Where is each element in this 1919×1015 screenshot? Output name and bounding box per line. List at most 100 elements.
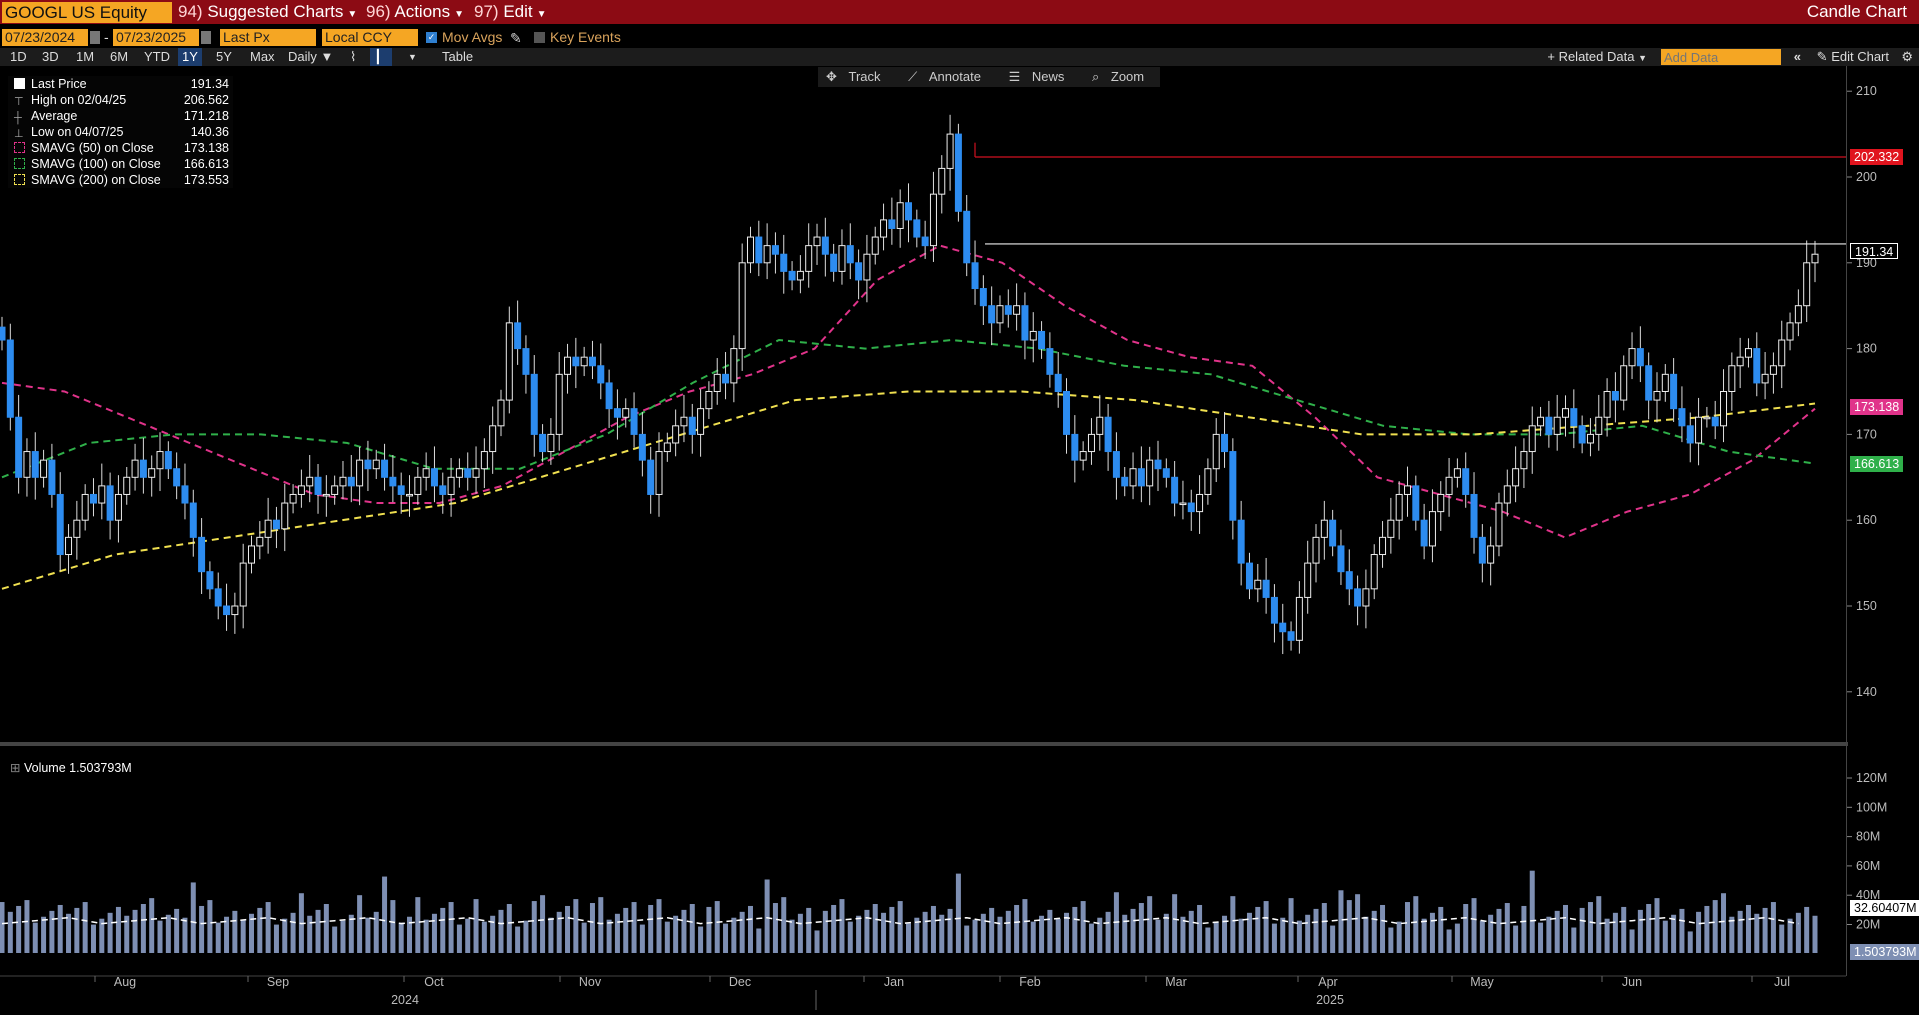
checkbox-unchecked-icon[interactable]: [534, 32, 545, 43]
volume-bar: [1787, 918, 1793, 953]
candle-body: [264, 519, 272, 538]
chart-type-chevron-icon[interactable]: ▼: [408, 52, 417, 62]
zoom-tool[interactable]: ⌕ Zoom: [1091, 69, 1145, 84]
price-field-select[interactable]: Last Px: [220, 29, 316, 46]
volume-bar: [573, 899, 579, 953]
panel-divider[interactable]: [0, 742, 1848, 746]
menu-number: 94): [178, 2, 203, 21]
candle-body: [389, 476, 397, 487]
month-label: Jul: [1774, 975, 1790, 989]
candle-body: [1063, 391, 1071, 435]
news-tool[interactable]: ☰ News: [1008, 69, 1065, 84]
legend-row[interactable]: SMAVG (50) on Close 173.138: [8, 140, 233, 156]
candle-body: [1179, 502, 1187, 506]
annotate-tool[interactable]: ⟋ Annotate: [908, 69, 981, 84]
candle-body: [73, 519, 81, 538]
key-events-toggle[interactable]: Key Events: [550, 29, 621, 45]
candle-body: [414, 476, 422, 495]
start-date-field[interactable]: 07/23/2024: [2, 29, 88, 46]
candle-body: [1453, 468, 1461, 478]
volume-bar: [814, 930, 820, 953]
expand-icon: ⊞: [10, 761, 21, 775]
calendar-icon[interactable]: [201, 31, 211, 44]
timeframe-ytd[interactable]: YTD: [144, 49, 170, 64]
gear-icon[interactable]: ⚙: [1901, 49, 1913, 64]
legend-row[interactable]: Last Price 191.34: [8, 76, 233, 92]
volume-bar: [16, 905, 22, 953]
pencil-icon[interactable]: ✎: [510, 30, 522, 46]
volume-bar: [822, 910, 828, 953]
ticker-field[interactable]: GOOGL US Equity: [2, 2, 172, 23]
legend-label: Average: [31, 109, 78, 123]
legend-row[interactable]: SMAVG (200) on Close 173.553: [8, 172, 233, 188]
volume-bar: [540, 895, 546, 953]
volume-bar: [922, 911, 928, 953]
candle-chart-icon[interactable]: ┃: [370, 48, 392, 66]
suggested-charts-menu[interactable]: 94) Suggested Charts ▼: [174, 0, 361, 24]
candle-body: [1112, 451, 1120, 478]
candle-body: [605, 382, 613, 410]
calendar-icon[interactable]: [90, 31, 100, 44]
volume-bar: [1745, 904, 1751, 953]
timeframe-3d[interactable]: 3D: [42, 49, 59, 64]
candle-body: [821, 236, 829, 255]
volume-bar: [1288, 898, 1294, 953]
timeframe-1d[interactable]: 1D: [10, 49, 27, 64]
volume-bar: [1313, 908, 1319, 953]
candle-body: [1245, 562, 1253, 590]
edit-chart-label: Edit Chart: [1831, 49, 1889, 64]
volume-bar: [240, 919, 246, 953]
volume-tick-label: 20M: [1856, 918, 1880, 932]
timeframe-1y[interactable]: 1Y: [178, 48, 202, 66]
volume-bar: [639, 924, 645, 953]
volume-bar: [1521, 905, 1527, 953]
volume-bar: [1687, 931, 1693, 953]
table-button[interactable]: Table: [442, 49, 474, 64]
related-data-menu[interactable]: + Related Data ▼: [1547, 49, 1647, 64]
legend-row[interactable]: ⊥ Low on 04/07/25 140.36: [8, 124, 233, 140]
timeframe-1m[interactable]: 1M: [76, 49, 95, 64]
edit-menu[interactable]: 97) Edit ▼: [470, 0, 551, 24]
candle-body: [979, 288, 987, 307]
period-select[interactable]: Daily ▼: [284, 48, 337, 66]
timeframe-5y[interactable]: 5Y: [216, 49, 232, 64]
candle-body: [40, 459, 48, 478]
legend-row[interactable]: ⊤ High on 02/04/25 206.562: [8, 92, 233, 108]
volume-bar: [1180, 916, 1186, 953]
timeframe-6m[interactable]: 6M: [110, 49, 129, 64]
volume-bar: [714, 901, 720, 953]
volume-bar: [41, 916, 47, 953]
candle-body: [306, 476, 314, 487]
track-tool[interactable]: ✥ Track: [826, 69, 881, 84]
checkbox-checked-icon[interactable]: ✓: [426, 32, 437, 43]
volume-bar: [1721, 893, 1727, 953]
currency-select[interactable]: Local CCY: [322, 29, 418, 46]
volume-bar: [1271, 923, 1277, 953]
period-label: Daily: [288, 49, 317, 64]
legend-row[interactable]: ┼ Average 171.218: [8, 108, 233, 124]
volume-bar: [1488, 914, 1494, 953]
end-date-field[interactable]: 07/23/2025: [113, 29, 199, 46]
candle-body: [722, 373, 730, 384]
volume-bar: [24, 900, 30, 953]
candle-body: [297, 485, 305, 495]
candle-body: [1279, 622, 1287, 633]
edit-chart-button[interactable]: ✎ Edit Chart: [1816, 49, 1889, 64]
line-chart-icon[interactable]: ⌇: [350, 49, 357, 64]
legend-row[interactable]: SMAVG (100) on Close 166.613: [8, 156, 233, 172]
collapse-icon[interactable]: «: [1793, 49, 1801, 64]
volume-bar: [74, 907, 80, 953]
candle-body: [256, 536, 264, 547]
volume-bar: [523, 920, 529, 953]
volume-bars: [0, 870, 1818, 953]
add-data-input[interactable]: [1661, 49, 1781, 65]
volume-bar: [1346, 900, 1352, 953]
actions-menu[interactable]: 96) Actions ▼: [362, 0, 468, 24]
candle-body: [1811, 253, 1819, 264]
volume-legend[interactable]: ⊞ Volume 1.503793M: [10, 760, 132, 775]
candle-body: [514, 322, 522, 350]
volume-bar: [1072, 906, 1078, 953]
timeframe-max[interactable]: Max: [250, 49, 275, 64]
mov-avgs-toggle[interactable]: Mov Avgs: [442, 29, 503, 45]
